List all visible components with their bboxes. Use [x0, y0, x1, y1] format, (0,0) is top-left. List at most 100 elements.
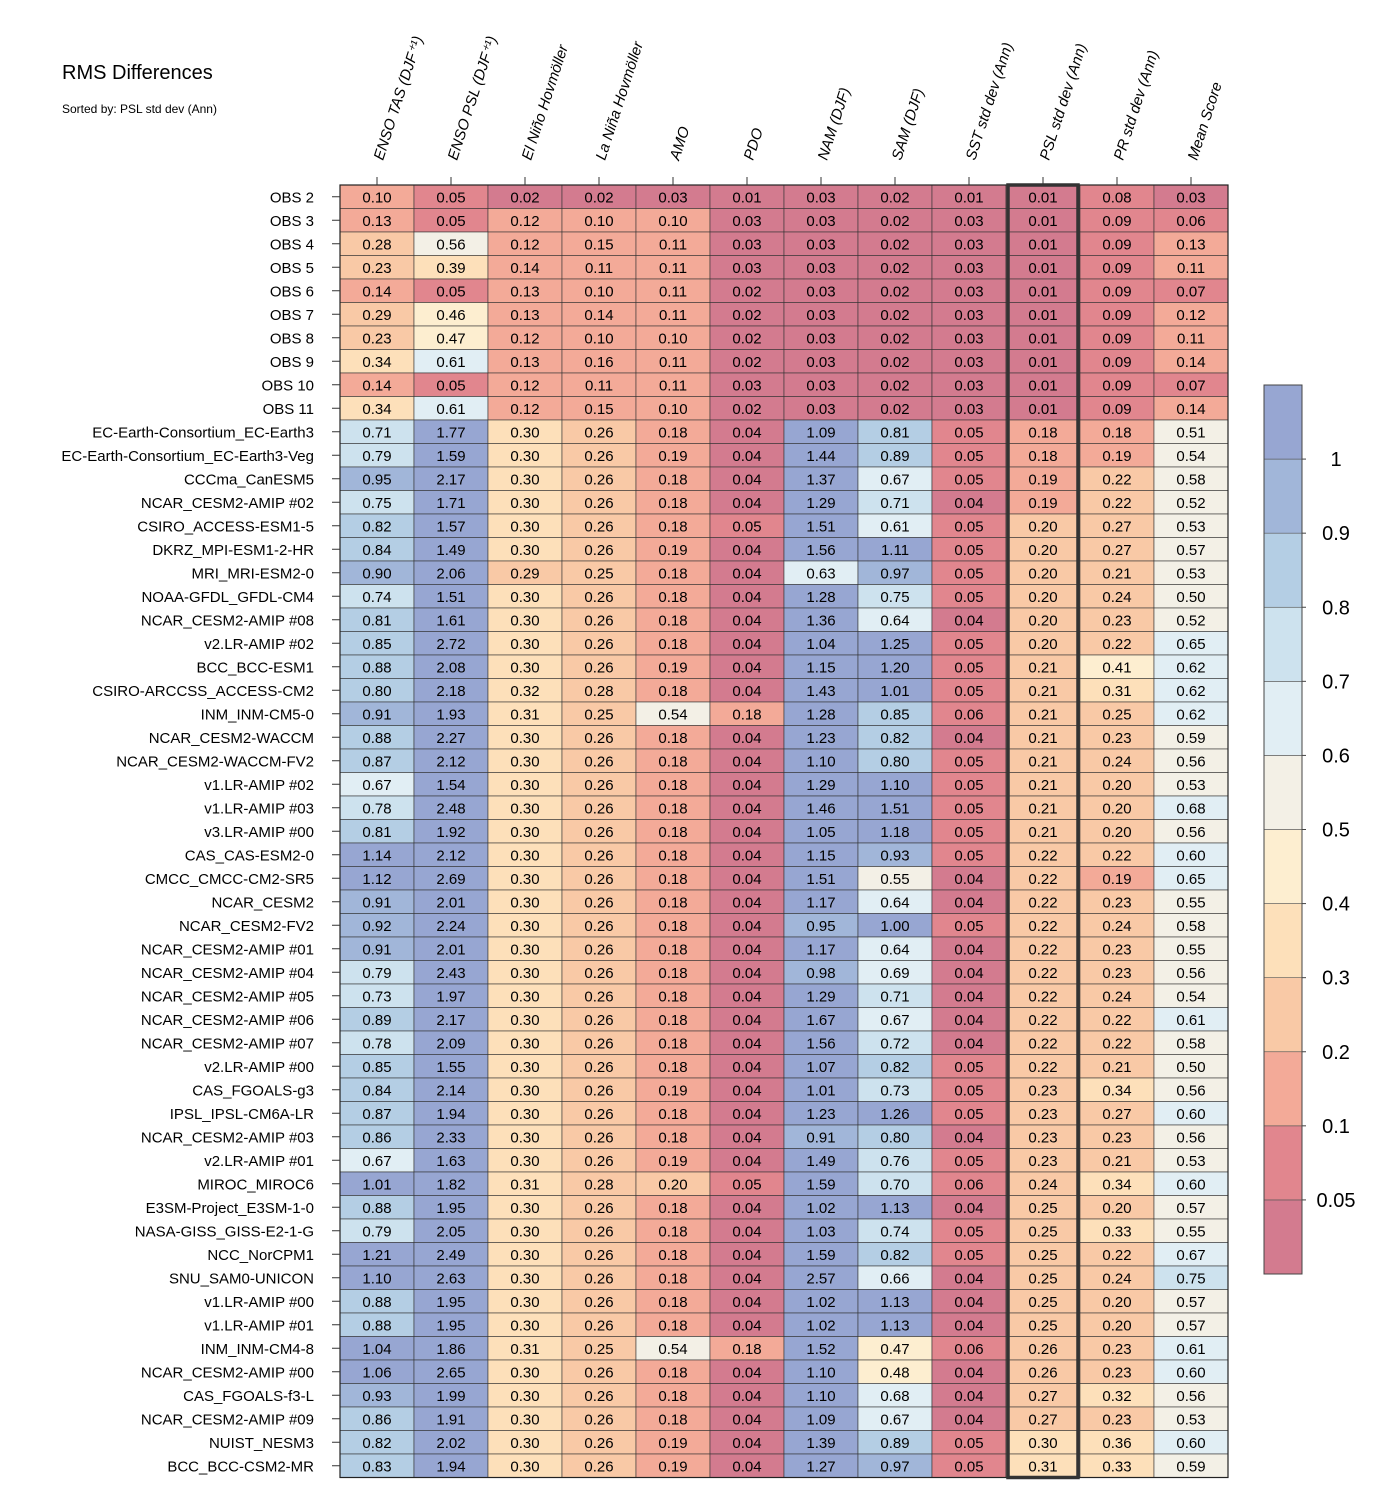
cell-value-label: 0.22 — [1028, 871, 1057, 888]
cell-value-label: 1.04 — [362, 1341, 391, 1358]
cell-value-label: 0.18 — [658, 471, 687, 488]
cell-value-label: 0.05 — [436, 283, 465, 300]
colorbar-segment — [1263, 606, 1303, 682]
cell-value-label: 0.53 — [1176, 1411, 1205, 1428]
cell-value-label: 0.04 — [732, 1411, 761, 1428]
cell-value-label: 0.20 — [658, 1176, 687, 1193]
colorbar-segment — [1263, 384, 1303, 460]
cell-value-label: 1.57 — [436, 518, 465, 535]
cell-value-label: 0.56 — [1176, 965, 1205, 982]
row-label: NCAR_CESM2-FV2 — [179, 918, 314, 935]
colorbar-segment — [1263, 1051, 1303, 1127]
cell-value-label: 0.26 — [584, 1129, 613, 1146]
cell-value-label: 0.18 — [658, 612, 687, 629]
cell-value-label: 0.26 — [584, 659, 613, 676]
cell-value-label: 2.06 — [436, 565, 465, 582]
colorbar-tick-label: 0.4 — [1322, 894, 1350, 916]
cell-value-label: 0.18 — [658, 871, 687, 888]
cell-value-label: 1.10 — [362, 1270, 391, 1287]
cell-value-label: 0.18 — [658, 589, 687, 606]
cell-value-label: 0.05 — [954, 918, 983, 935]
cell-value-label: 0.26 — [1028, 1364, 1057, 1381]
column-label: PDO — [741, 126, 767, 162]
cell-value-label: 1.59 — [806, 1247, 835, 1264]
cell-value-label: 0.21 — [1028, 659, 1057, 676]
cell-value-label: 0.61 — [436, 354, 465, 371]
heatmap-grid: 0.10 0.05 0.02 0.02 0.03 0.01 0.03 0.02 0.01 0.01… — [339, 183, 1229, 1480]
column-label: El Niño Hovmöller — [519, 42, 573, 162]
cell-value-label: 0.01 — [1028, 189, 1057, 206]
cell-value-label: 0.18 — [658, 1129, 687, 1146]
cell-value-label: 0.11 — [659, 236, 687, 253]
column-label: SAM (DJF) — [889, 86, 928, 162]
cell-value-label: 0.54 — [658, 1341, 687, 1358]
cell-value-label: 0.18 — [658, 894, 687, 911]
cell-value-label: 0.60 — [1176, 1176, 1205, 1193]
cell-value-label: 0.07 — [1176, 377, 1205, 394]
cell-value-label: 0.03 — [954, 377, 983, 394]
cell-value-label: 0.82 — [362, 1435, 391, 1452]
cell-value-label: 0.06 — [954, 1176, 983, 1193]
cell-value-label: 0.90 — [362, 565, 391, 582]
cell-value-label: 0.21 — [1102, 565, 1131, 582]
cell-value-label: 0.82 — [880, 730, 909, 747]
cell-value-label: 1.51 — [806, 871, 835, 888]
cell-value-label: 0.03 — [732, 260, 761, 277]
cell-value-label: 0.89 — [362, 1012, 391, 1029]
cell-value-label: 0.30 — [510, 847, 539, 864]
cell-value-label: 0.88 — [362, 659, 391, 676]
cell-value-label: 0.09 — [1102, 307, 1131, 324]
cell-value-label: 0.26 — [584, 1294, 613, 1311]
cell-value-label: 0.26 — [584, 1364, 613, 1381]
cell-value-label: 0.01 — [732, 189, 761, 206]
colorbar-segment — [1263, 1199, 1303, 1275]
cell-value-label: 0.03 — [806, 377, 835, 394]
cell-value-label: 0.97 — [880, 565, 909, 582]
cell-value-label: 0.67 — [880, 471, 909, 488]
cell-value-label: 2.12 — [436, 847, 465, 864]
cell-value-label: 0.34 — [1102, 1176, 1131, 1193]
cell-value-label: 0.03 — [1176, 189, 1205, 206]
cell-value-label: 0.03 — [806, 236, 835, 253]
cell-value-label: 0.64 — [880, 612, 909, 629]
cell-value-label: 0.30 — [510, 1129, 539, 1146]
row-label: BCC_BCC-CSM2-MR — [167, 1458, 314, 1475]
cell-value-label: 2.18 — [436, 683, 465, 700]
cell-value-label: 0.93 — [880, 847, 909, 864]
colorbar-segment — [1263, 755, 1303, 830]
cell-value-label: 0.67 — [880, 1012, 909, 1029]
cell-value-label: 0.10 — [584, 283, 613, 300]
cell-value-label: 0.03 — [954, 236, 983, 253]
cell-value-label: 0.13 — [510, 307, 539, 324]
cell-value-label: 0.11 — [659, 377, 687, 394]
cell-value-label: 0.04 — [732, 1035, 761, 1052]
colorbar-tick-label: 0.6 — [1322, 745, 1350, 767]
cell-value-label: 0.50 — [1176, 1059, 1205, 1076]
cell-value-label: 0.84 — [362, 542, 391, 559]
cell-value-label: 0.04 — [732, 542, 761, 559]
cell-value-label: 0.26 — [584, 1411, 613, 1428]
cell-value-label: 0.80 — [880, 753, 909, 770]
colorbar-segment — [1263, 458, 1303, 534]
cell-value-label: 0.04 — [732, 871, 761, 888]
cell-value-label: 1.05 — [806, 824, 835, 841]
cell-value-label: 0.10 — [362, 189, 391, 206]
row-label: CSIRO_ACCESS-ESM1-5 — [137, 518, 314, 535]
row-label: v2.LR-AMIP #01 — [204, 1153, 314, 1170]
cell-value-label: 0.20 — [1028, 612, 1057, 629]
cell-value-label: 1.28 — [806, 706, 835, 723]
cell-value-label: 0.18 — [658, 1200, 687, 1217]
cell-value-label: 0.30 — [510, 636, 539, 653]
cell-value-label: 0.20 — [1028, 565, 1057, 582]
cell-value-label: 0.18 — [658, 1364, 687, 1381]
cell-value-label: 0.04 — [954, 965, 983, 982]
cell-value-label: 0.23 — [1102, 1411, 1131, 1428]
cell-value-label: 0.26 — [584, 424, 613, 441]
cell-value-label: 1.95 — [436, 1200, 465, 1217]
cell-value-label: 0.25 — [584, 565, 613, 582]
cell-value-label: 0.05 — [954, 1247, 983, 1264]
cell-value-label: 0.11 — [659, 354, 687, 371]
cell-value-label: 0.20 — [1102, 1317, 1131, 1334]
cell-value-label: 0.16 — [584, 354, 613, 371]
column-label: SST std dev (Ann) — [963, 40, 1017, 162]
